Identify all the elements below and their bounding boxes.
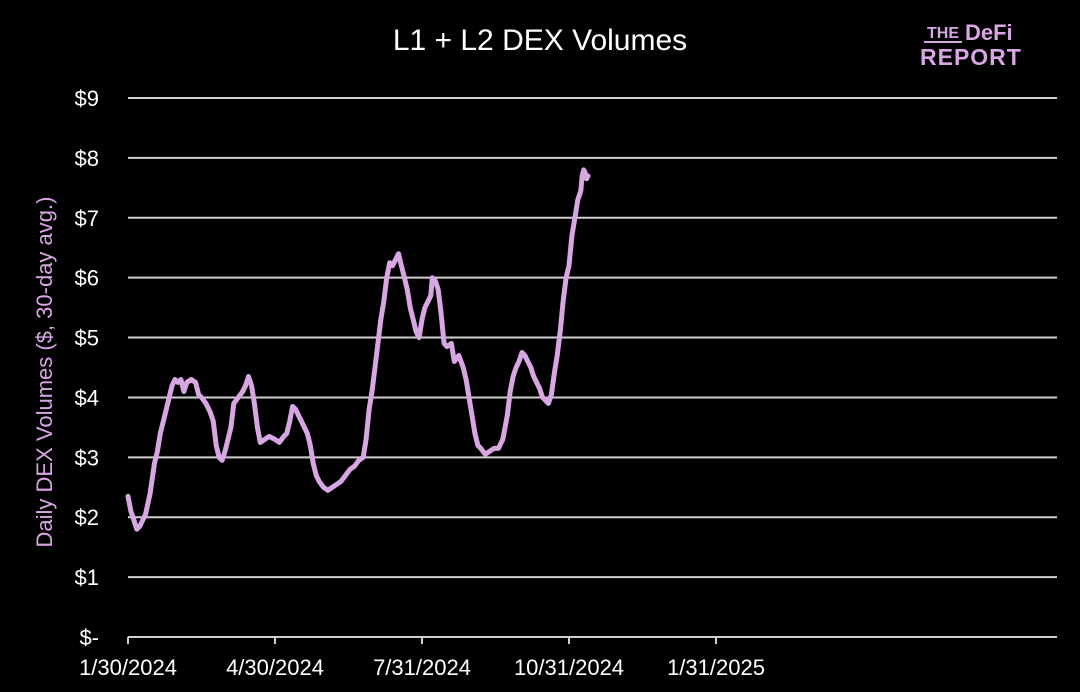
y-tick-label: $2 — [75, 505, 99, 530]
x-tick-label: 1/30/2024 — [79, 655, 177, 680]
y-tick-label: $8 — [75, 146, 99, 171]
y-axis-ticks: $- $1 $2 $3 $4 $5 $6 $7 $8 $9 — [75, 86, 99, 650]
x-tick-label: 4/30/2024 — [226, 655, 324, 680]
gridlines — [128, 97, 1057, 579]
defi-report-logo: THE DeFi REPORT — [920, 20, 1022, 70]
chart-title: L1 + L2 DEX Volumes — [393, 24, 687, 57]
y-tick-label: $6 — [75, 266, 99, 291]
series-line — [125, 167, 591, 532]
y-axis-label: Daily DEX Volumes ($, 30-day avg.) — [32, 197, 57, 548]
x-tick-label: 10/31/2024 — [514, 655, 624, 680]
logo-the: THE — [927, 25, 959, 42]
y-tick-label: $3 — [75, 445, 99, 470]
y-tick-label: $5 — [75, 326, 99, 351]
logo-report: REPORT — [920, 44, 1022, 70]
series-layer — [125, 167, 591, 532]
y-tick-label: $- — [79, 625, 99, 650]
y-tick-label: $4 — [75, 385, 99, 410]
x-tick-label: 7/31/2024 — [373, 655, 471, 680]
logo-defi: DeFi — [965, 20, 1013, 45]
y-tick-label: $1 — [75, 565, 99, 590]
y-tick-label: $7 — [75, 206, 99, 231]
x-tick-label: 1/31/2025 — [667, 655, 765, 680]
x-axis-ticks: 1/30/2024 4/30/2024 7/31/2024 10/31/2024 1/3… — [79, 637, 765, 680]
y-tick-label: $9 — [75, 86, 99, 111]
